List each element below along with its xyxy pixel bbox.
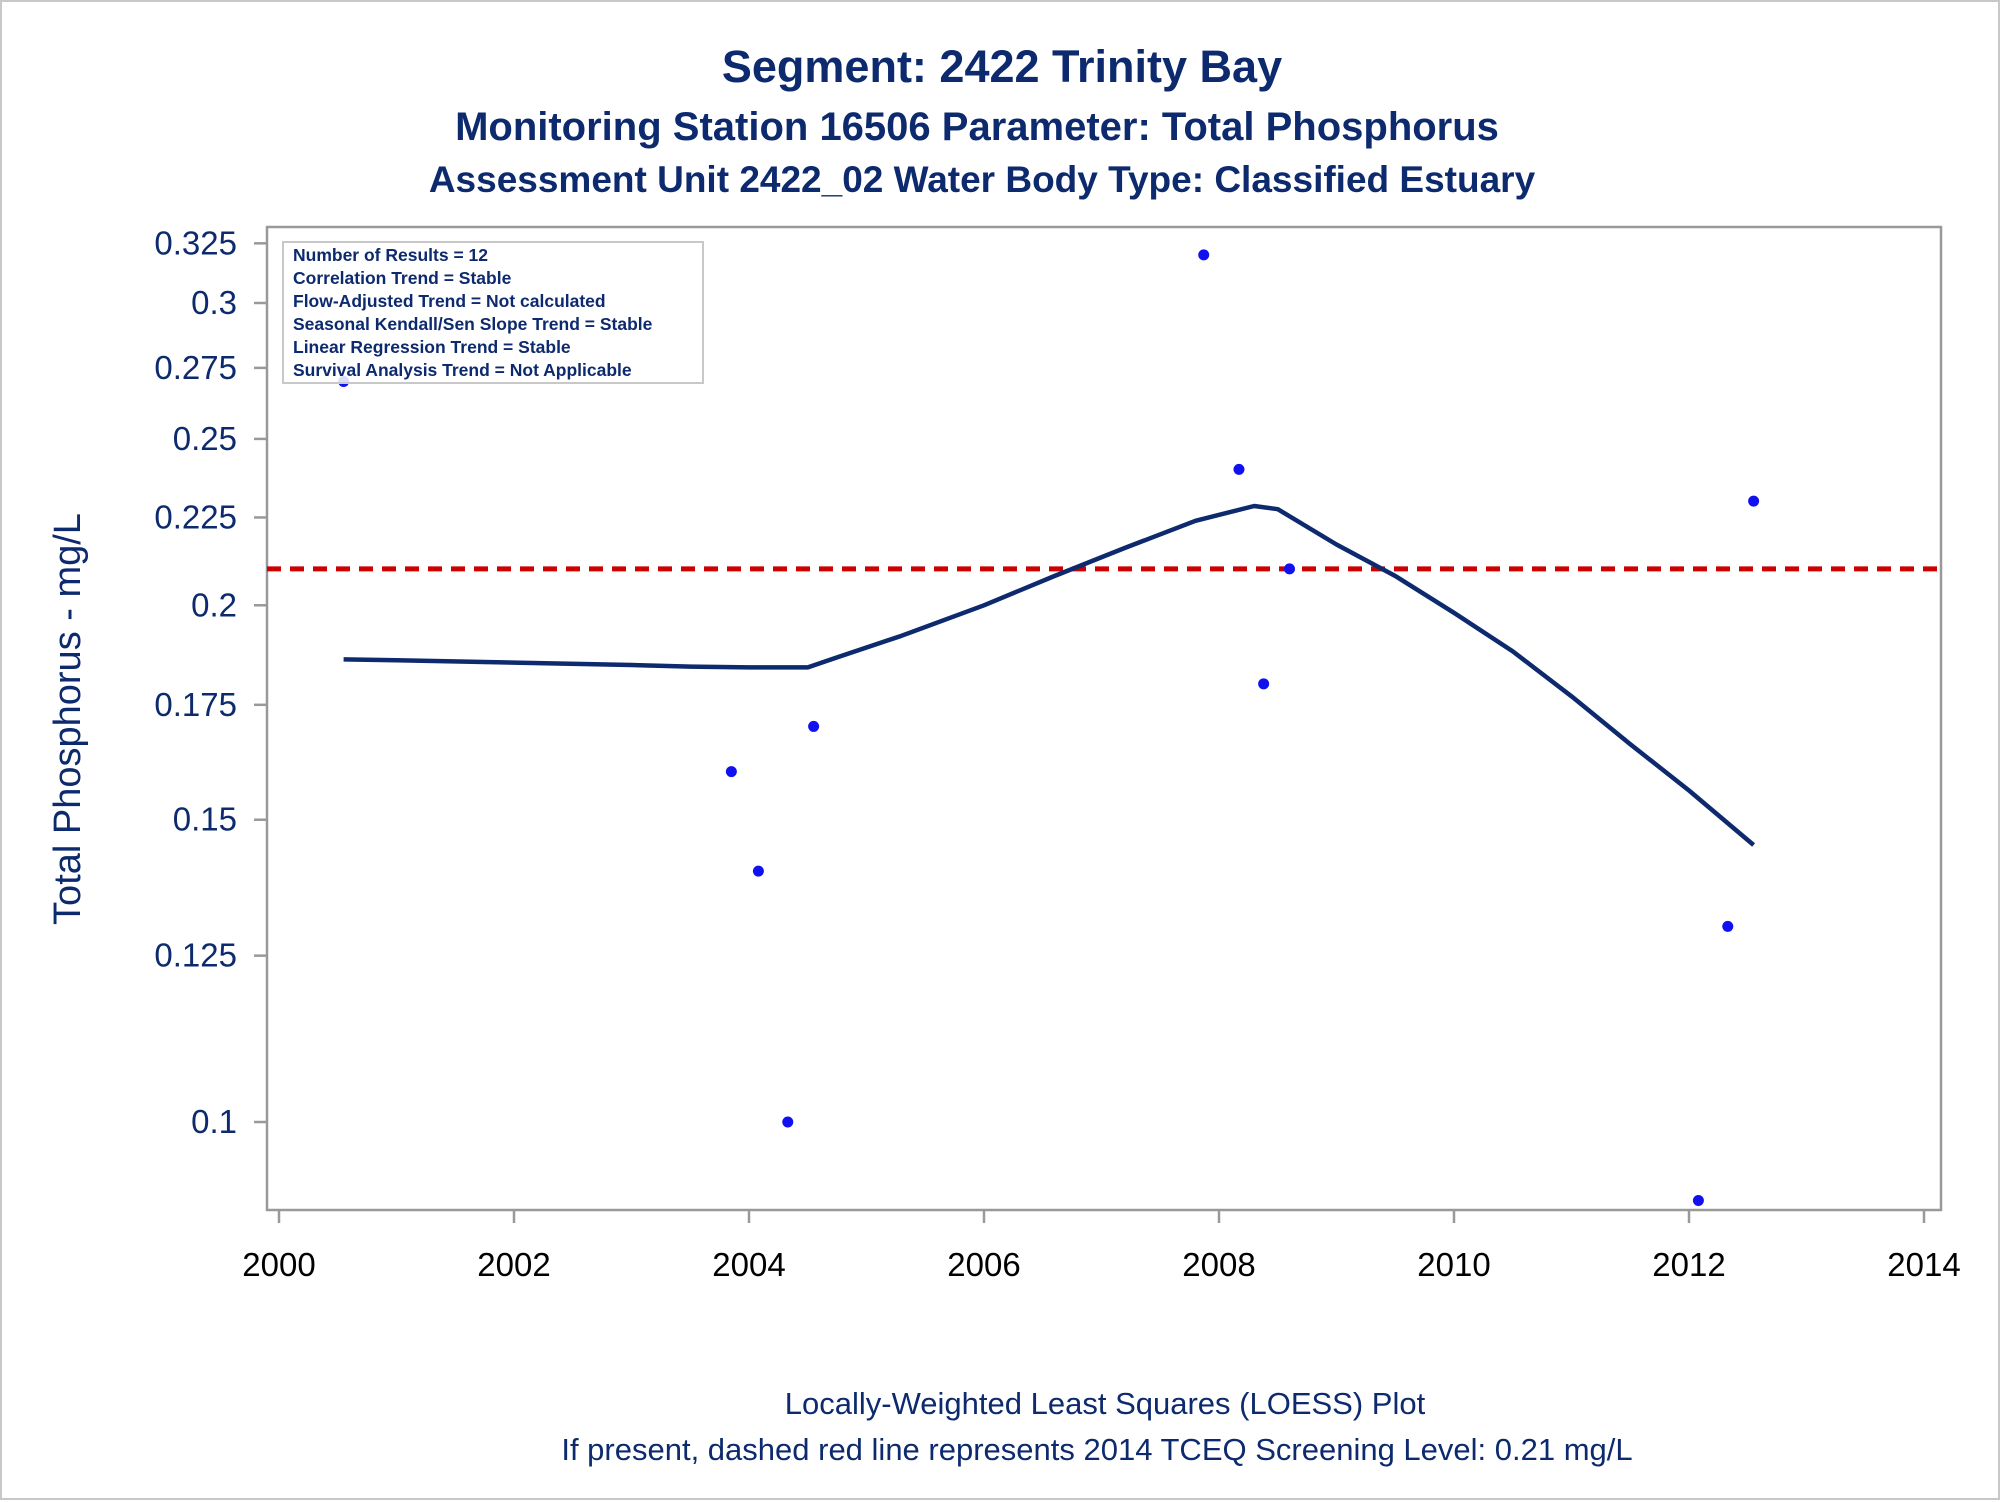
y-tick-label: 0.325 [154,224,237,261]
stat-correlation-trend: Correlation Trend = Stable [293,268,512,288]
y-tick-label: 0.275 [154,349,237,386]
x-tick-label: 2006 [947,1246,1020,1283]
data-point [1233,463,1245,475]
loess-line [343,503,1756,847]
y-tick-label: 0.225 [154,498,237,535]
data-point [1258,678,1270,690]
y-axis-label: Total Phosphorus - mg/L [47,513,89,925]
chart-title: Segment: 2422 Trinity Bay [722,41,1282,92]
y-axis: 0.1 0.125 0.15 0.175 0.2 0.225 0.25 0.275 0.3 0.3… [154,224,267,1140]
data-point [1198,249,1210,261]
plot-area [265,225,1943,1212]
y-tick-label: 0.125 [154,937,237,974]
x-tick-label: 2010 [1417,1246,1490,1283]
stat-flow-adjusted-trend: Flow-Adjusted Trend = Not calculated [293,291,606,311]
chart-subtitle-1: Monitoring Station 16506 Parameter: Tota… [455,105,1499,149]
y-tick-label: 0.3 [191,284,237,321]
footnote-1: Locally-Weighted Least Squares (LOESS) P… [785,1386,1426,1421]
y-tick-label: 0.2 [191,586,237,623]
chart-subtitle-2: Assessment Unit 2422_02 Water Body Type:… [429,159,1536,200]
y-tick-label: 0.15 [173,801,237,838]
y-tick-label: 0.1 [191,1103,237,1140]
data-point [1722,920,1734,932]
y-tick-label: 0.25 [173,420,237,457]
stat-linear-regression-trend: Linear Regression Trend = Stable [293,337,571,357]
data-point [782,1116,794,1128]
x-tick-label: 2008 [1182,1246,1255,1283]
x-tick-label: 2004 [712,1246,785,1283]
x-tick-label: 2000 [242,1246,315,1283]
stat-survival-analysis-trend: Survival Analysis Trend = Not Applicable [293,360,632,380]
data-points [338,249,1760,1207]
data-point [725,766,737,778]
data-point [1692,1195,1704,1207]
x-tick-label: 2014 [1887,1246,1960,1283]
data-point [1748,495,1760,507]
y-tick-label: 0.175 [154,686,237,723]
data-point [752,865,764,877]
stat-seasonal-kendall-trend: Seasonal Kendall/Sen Slope Trend = Stabl… [293,314,653,334]
footnote-2: If present, dashed red line represents 2… [561,1432,1632,1467]
stat-number-of-results: Number of Results = 12 [293,245,488,265]
data-point [1284,563,1295,575]
data-point [808,720,820,732]
x-tick-label: 2002 [477,1246,550,1283]
stats-box: Number of Results = 12 Correlation Trend… [282,241,704,384]
x-axis: 2000 2002 2004 2006 2008 2010 2012 2014 [242,1210,1961,1283]
stats-box-border [282,241,704,384]
x-tick-label: 2012 [1652,1246,1725,1283]
